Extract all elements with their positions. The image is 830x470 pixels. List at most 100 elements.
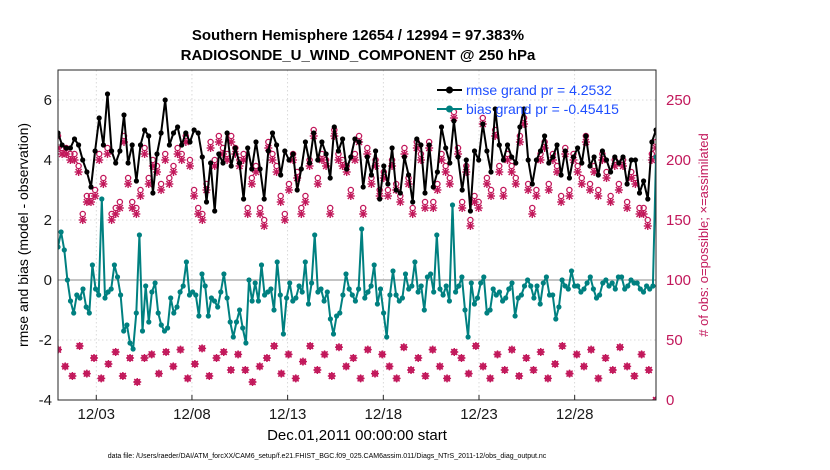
- obs-assimilated-marker: [205, 372, 214, 380]
- bias-point: [155, 310, 161, 316]
- obs-assimilated-marker: [301, 198, 310, 206]
- bias-point: [67, 298, 74, 304]
- rmse-point: [389, 145, 395, 151]
- bias-point: [183, 259, 189, 265]
- obs-assimilated-marker: [428, 345, 437, 354]
- bias-point: [356, 286, 362, 292]
- bias-point: [318, 286, 324, 292]
- title-line-1: Southern Hemisphere 12654 / 12994 = 97.3…: [192, 27, 524, 44]
- bias-point: [293, 295, 299, 301]
- rmse-point: [125, 160, 131, 166]
- obs-star-stroke: [351, 156, 359, 164]
- rmse-point: [599, 148, 606, 154]
- obs-assimilated-marker: [147, 350, 156, 359]
- obs-star-stroke: [58, 346, 62, 351]
- obs-assimilated-marker: [371, 369, 380, 378]
- obs-star-stroke: [108, 216, 116, 224]
- bias-point: [381, 310, 387, 316]
- rmse-point: [636, 190, 643, 196]
- bias-point: [368, 283, 374, 289]
- obs-star-stroke: [256, 362, 264, 370]
- obs-star-stroke: [615, 186, 623, 194]
- obs-star-stroke: [530, 366, 538, 374]
- bias-point: [102, 295, 108, 301]
- obs-star-stroke: [486, 374, 494, 382]
- legend-rmse-label: rmse grand pr = 4.2532: [466, 82, 612, 98]
- bias-point: [58, 244, 61, 250]
- rmse-point: [414, 136, 420, 142]
- rmse-point: [232, 145, 238, 151]
- obs-star-stroke: [457, 354, 465, 362]
- obs-assimilated-marker: [128, 204, 137, 212]
- rmse-point: [76, 142, 82, 148]
- obs-star-stroke: [301, 198, 309, 206]
- bias-point: [287, 280, 293, 286]
- obs-star-stroke: [140, 354, 148, 362]
- obs-assimilated-marker: [378, 350, 387, 359]
- obs-star-stroke: [97, 374, 105, 382]
- obs-star-stroke: [234, 350, 242, 358]
- bias-point: [440, 292, 446, 298]
- rmse-point: [315, 157, 321, 163]
- obs-assimilated-marker: [132, 210, 141, 218]
- bias-point: [428, 271, 434, 277]
- obs-star-stroke: [132, 210, 140, 218]
- obs-star-stroke: [433, 186, 441, 194]
- bias-point: [359, 226, 365, 232]
- obs-star-stroke: [176, 346, 184, 354]
- bias-point: [139, 328, 146, 334]
- obs-star-stroke: [508, 346, 516, 354]
- bias-point: [143, 283, 149, 289]
- rmse-point: [154, 151, 160, 157]
- rmse-point: [269, 130, 276, 136]
- bias-point: [168, 295, 174, 301]
- obs-assimilated-marker: [349, 354, 358, 362]
- obs-assimilated-marker: [177, 156, 186, 164]
- obs-star-stroke: [371, 370, 379, 378]
- obs-assimilated-marker: [183, 374, 192, 383]
- obs-assimilated-marker: [587, 345, 596, 354]
- y-tick-left: 2: [44, 212, 52, 229]
- bias-point: [218, 289, 224, 295]
- obs-star-stroke: [119, 372, 127, 380]
- bias-point: [453, 289, 459, 295]
- bias-point: [136, 232, 142, 238]
- rmse-point: [533, 157, 540, 163]
- bias-point: [252, 280, 258, 286]
- rmse-point: [158, 130, 164, 136]
- bias-point: [412, 259, 418, 265]
- obs-star-stroke: [169, 168, 177, 176]
- obs-assimilated-marker: [268, 156, 277, 164]
- obs-star-stroke: [479, 362, 487, 370]
- rmse-point: [241, 196, 247, 202]
- bias-point: [133, 310, 139, 316]
- bias-point: [61, 247, 67, 253]
- bias-point: [271, 307, 277, 313]
- obs-star-stroke: [603, 174, 611, 182]
- bias-point: [365, 289, 371, 295]
- bias-point: [199, 271, 205, 277]
- bias-point: [340, 292, 346, 298]
- bias-point: [559, 277, 565, 283]
- obs-star-stroke: [558, 342, 566, 350]
- obs-assimilated-marker: [82, 369, 91, 378]
- rmse-point: [327, 175, 333, 181]
- obs-star-stroke: [186, 162, 194, 170]
- bias-point: [224, 295, 230, 301]
- bias-point: [64, 277, 70, 283]
- obs-star-stroke: [393, 374, 401, 382]
- obs-star-stroke: [99, 180, 107, 188]
- obs-star-stroke: [68, 372, 76, 380]
- obs-star-stroke: [79, 216, 87, 224]
- obs-assimilated-marker: [115, 204, 124, 212]
- rmse-point: [298, 166, 304, 172]
- rmse-point: [199, 154, 205, 160]
- obs-assimilated-marker: [392, 374, 401, 383]
- obs-star-stroke: [285, 186, 293, 194]
- rmse-point: [641, 178, 647, 184]
- bias-point: [625, 283, 631, 289]
- obs-assimilated-marker: [297, 210, 306, 218]
- bias-point: [158, 322, 164, 328]
- rmse-point: [513, 160, 519, 166]
- bias-point: [177, 289, 183, 295]
